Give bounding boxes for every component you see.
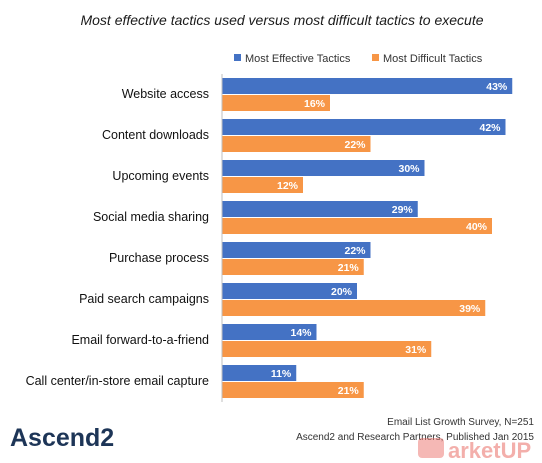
data-label: 20% bbox=[331, 286, 353, 298]
data-label: 16% bbox=[304, 98, 326, 110]
watermark-text: arketUP bbox=[448, 438, 531, 463]
category-label: Website access bbox=[122, 87, 209, 101]
data-label: 22% bbox=[344, 245, 366, 257]
data-label: 42% bbox=[479, 122, 501, 134]
bar-effective bbox=[222, 78, 513, 94]
watermark-icon bbox=[418, 438, 444, 458]
data-label: 22% bbox=[344, 139, 366, 151]
bar-effective bbox=[222, 119, 506, 135]
source-line-2: Ascend2 and Research Partners, Published… bbox=[296, 432, 534, 443]
bar-difficult bbox=[222, 259, 364, 275]
category-label: Upcoming events bbox=[112, 169, 209, 183]
data-label: 30% bbox=[398, 163, 420, 175]
bar-effective bbox=[222, 324, 317, 340]
bar-difficult bbox=[222, 218, 492, 234]
legend-label-effective: Most Effective Tactics bbox=[245, 53, 351, 65]
bar-difficult bbox=[222, 382, 364, 398]
bar-difficult bbox=[222, 95, 330, 111]
category-label: Paid search campaigns bbox=[79, 292, 209, 306]
data-label: 14% bbox=[290, 327, 312, 339]
bar-difficult bbox=[222, 177, 303, 193]
data-label: 43% bbox=[486, 81, 508, 93]
data-label: 21% bbox=[338, 385, 360, 397]
bar-effective bbox=[222, 160, 425, 176]
category-label: Content downloads bbox=[102, 128, 209, 142]
marketup-watermark: arketUP bbox=[418, 438, 531, 463]
data-label: 29% bbox=[392, 204, 414, 216]
data-label: 39% bbox=[459, 303, 481, 315]
data-label: 31% bbox=[405, 344, 427, 356]
bar-effective bbox=[222, 242, 371, 258]
data-label: 21% bbox=[338, 262, 360, 274]
legend-swatch-effective bbox=[234, 54, 241, 61]
category-label: Social media sharing bbox=[93, 210, 209, 224]
ascend2-logo: Ascend2 bbox=[10, 424, 114, 452]
category-label: Email forward-to-a-friend bbox=[71, 333, 209, 347]
bar-difficult bbox=[222, 341, 432, 357]
legend-swatch-difficult bbox=[372, 54, 379, 61]
bar-effective bbox=[222, 283, 357, 299]
data-label: 11% bbox=[271, 368, 292, 380]
bar-difficult bbox=[222, 136, 371, 152]
category-label: Purchase process bbox=[109, 251, 209, 265]
source-line-1: Email List Growth Survey, N=251 bbox=[387, 417, 534, 428]
data-label: 12% bbox=[277, 180, 299, 192]
bar-effective bbox=[222, 365, 297, 381]
category-label: Call center/in-store email capture bbox=[26, 374, 209, 388]
bar-effective bbox=[222, 201, 418, 217]
chart-title: Most effective tactics used versus most … bbox=[80, 12, 483, 28]
plot-area: Website access 43% 16% Content downloads 42%… bbox=[26, 74, 513, 402]
legend: Most Effective Tactics Most Difficult Ta… bbox=[234, 53, 483, 65]
legend-label-difficult: Most Difficult Tactics bbox=[383, 53, 483, 65]
bar-difficult bbox=[222, 300, 486, 316]
data-label: 40% bbox=[466, 221, 488, 233]
